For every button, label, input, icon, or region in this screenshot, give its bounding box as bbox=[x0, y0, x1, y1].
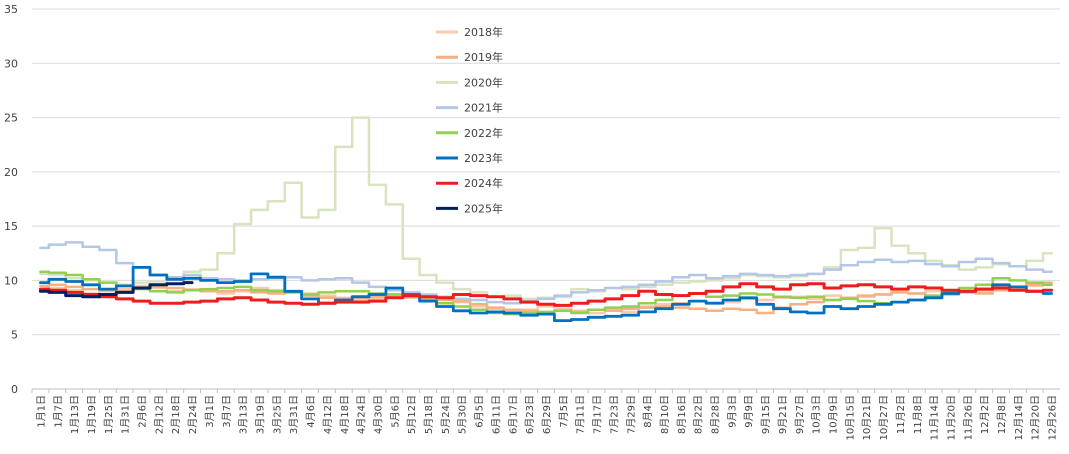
y-tick-label: 10 bbox=[4, 274, 18, 287]
legend-label: 2020年 bbox=[464, 75, 503, 89]
x-tick-label: 9月21日 bbox=[777, 395, 789, 434]
y-tick-label: 30 bbox=[4, 57, 18, 70]
legend-label: 2021年 bbox=[464, 101, 503, 115]
x-tick-label: 8月10日 bbox=[659, 395, 671, 434]
x-tick-label: 5月30日 bbox=[457, 395, 469, 434]
x-tick-label: 9月27日 bbox=[794, 395, 806, 434]
x-tick-label: 8月4日 bbox=[642, 395, 654, 428]
x-tick-label: 11月8日 bbox=[912, 395, 924, 434]
y-tick-label: 25 bbox=[4, 112, 18, 125]
x-tick-label: 9月15日 bbox=[760, 395, 772, 434]
x-tick-label: 12月2日 bbox=[979, 395, 991, 434]
y-tick-label: 0 bbox=[11, 383, 18, 396]
y-tick-label: 35 bbox=[4, 3, 18, 16]
x-axis: 1月1日 1月7日 1月13日 1月19日 1月25日 1月31日 2月6日 2月12日 2月1… bbox=[31, 389, 1059, 440]
x-tick-label: 11月20日 bbox=[945, 395, 957, 440]
x-tick-label: 4月12日 bbox=[322, 395, 334, 434]
x-tick-label: 5月24日 bbox=[440, 395, 452, 434]
x-tick-label: 2月6日 bbox=[137, 395, 149, 428]
legend-label: 2024年 bbox=[464, 176, 503, 190]
legend-label: 2022年 bbox=[464, 126, 503, 140]
x-tick-label: 5月6日 bbox=[389, 395, 401, 428]
legend-label: 2025年 bbox=[464, 201, 503, 215]
x-tick-label: 9月9日 bbox=[743, 395, 755, 428]
x-tick-label: 12月14日 bbox=[1013, 395, 1025, 440]
series-line-2024年 bbox=[38, 282, 1054, 307]
x-tick-label: 3月19日 bbox=[255, 395, 267, 434]
x-tick-label: 4月30日 bbox=[372, 395, 384, 434]
legend-label: 2023年 bbox=[464, 151, 503, 165]
legend: 2018年 2019年 2020年 2021年 2022年 2023年 2024年 2025年 bbox=[436, 25, 503, 215]
x-tick-label: 1月25日 bbox=[103, 395, 115, 434]
series-line-2020年 bbox=[39, 116, 1053, 301]
x-tick-label: 4月18日 bbox=[339, 395, 351, 434]
x-tick-label: 1月31日 bbox=[120, 395, 132, 434]
x-tick-label: 10月15日 bbox=[844, 395, 856, 440]
x-tick-label: 1月7日 bbox=[52, 395, 64, 428]
y-tick-label: 20 bbox=[4, 166, 18, 179]
x-tick-label: 2月24日 bbox=[187, 395, 199, 434]
x-tick-label: 5月12日 bbox=[406, 395, 418, 434]
x-tick-label: 1月19日 bbox=[86, 395, 98, 434]
x-tick-label: 10月21日 bbox=[861, 395, 873, 440]
series-line-2025年 bbox=[38, 281, 194, 299]
x-tick-label: 8月16日 bbox=[676, 395, 688, 434]
x-tick-label: 1月13日 bbox=[69, 395, 81, 434]
y-tick-label: 15 bbox=[4, 220, 18, 233]
x-tick-label: 6月29日 bbox=[541, 395, 553, 434]
x-tick-label: 6月5日 bbox=[474, 395, 486, 428]
x-tick-label: 3月13日 bbox=[238, 395, 250, 434]
x-tick-label: 7月17日 bbox=[592, 395, 604, 434]
x-tick-label: 10月3日 bbox=[811, 395, 823, 434]
y-axis: 0 5 10 15 20 25 30 35 bbox=[4, 3, 18, 396]
x-tick-label: 7月29日 bbox=[625, 395, 637, 434]
x-tick-label: 2月18日 bbox=[170, 395, 182, 434]
x-tick-label: 6月23日 bbox=[524, 395, 536, 434]
x-tick-label: 11月26日 bbox=[962, 395, 974, 440]
x-tick-label: 10月27日 bbox=[878, 395, 890, 440]
x-tick-label: 2月12日 bbox=[153, 395, 165, 434]
x-tick-label: 7月23日 bbox=[608, 395, 620, 434]
series-line-2021年 bbox=[39, 241, 1053, 305]
x-tick-label: 7月5日 bbox=[558, 395, 570, 428]
x-tick-label: 4月6日 bbox=[305, 395, 317, 428]
x-tick-label: 3月31日 bbox=[288, 395, 300, 434]
series-line-2023年 bbox=[39, 266, 1053, 322]
x-tick-label: 7月11日 bbox=[575, 395, 587, 434]
x-tick-label: 3月7日 bbox=[221, 395, 233, 428]
x-tick-label: 8月22日 bbox=[693, 395, 705, 434]
x-tick-label: 4月24日 bbox=[356, 395, 368, 434]
x-tick-label: 12月8日 bbox=[996, 395, 1008, 434]
x-tick-label: 11月14日 bbox=[929, 395, 941, 440]
x-tick-label: 3月1日 bbox=[204, 395, 216, 428]
legend-label: 2018年 bbox=[464, 25, 503, 39]
x-tick-label: 11月2日 bbox=[895, 395, 907, 434]
x-tick-label: 3月25日 bbox=[271, 395, 283, 434]
x-tick-label: 6月11日 bbox=[490, 395, 502, 434]
x-tick-label: 8月28日 bbox=[710, 395, 722, 434]
y-tick-label: 5 bbox=[11, 329, 18, 342]
grid-lines bbox=[32, 8, 1060, 390]
x-tick-label: 9月3日 bbox=[726, 395, 738, 428]
x-tick-label: 12月26日 bbox=[1047, 395, 1059, 440]
x-tick-label: 1月1日 bbox=[35, 395, 47, 428]
legend-label: 2019年 bbox=[464, 50, 503, 64]
x-tick-label: 5月18日 bbox=[423, 395, 435, 434]
x-tick-label: 12月20日 bbox=[1030, 395, 1042, 440]
x-tick-label: 6月17日 bbox=[507, 395, 519, 434]
series-lines bbox=[38, 116, 1054, 322]
x-tick-label: 10月9日 bbox=[827, 395, 839, 434]
